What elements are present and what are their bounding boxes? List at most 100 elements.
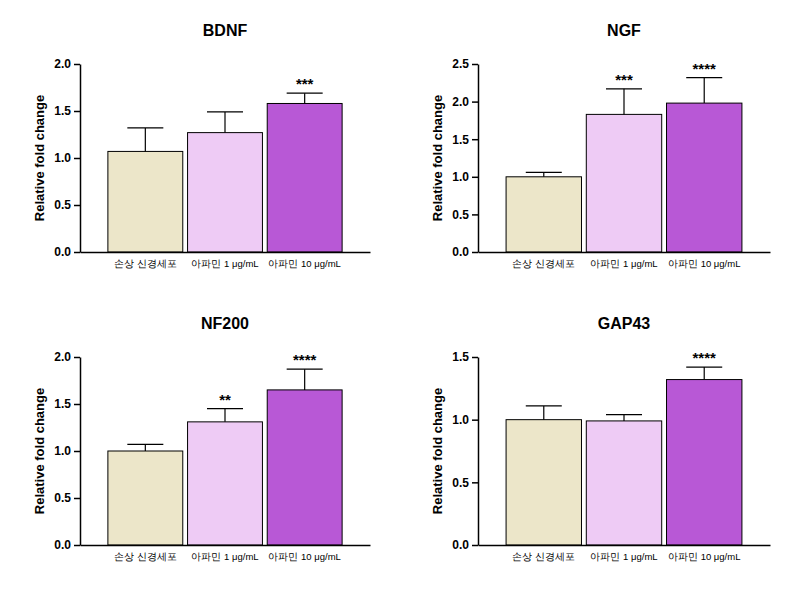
bar (188, 133, 263, 252)
error-bar (287, 93, 323, 103)
x-tick-label: 아파민 1 μg/mL (590, 551, 657, 562)
y-tick: 1.5 (452, 133, 478, 147)
y-axis-line (478, 65, 480, 253)
plot-area (108, 369, 342, 545)
error-bar (207, 409, 243, 422)
y-tick-label: 1.0 (452, 170, 469, 184)
y-axis: 0.00.51.01.52.0 (54, 350, 80, 552)
error-bar-cap (606, 414, 642, 415)
y-tick-label: 1.5 (54, 104, 71, 118)
x-axis-line (479, 252, 771, 254)
x-axis: 손상 신경세포 아파민 1 μg/mL 아파민 10 μg/mL (479, 545, 771, 562)
panel: ****0.00.51.01.5손상 신경세포아파민 1 μg/mL아파민 10… (430, 315, 771, 562)
y-axis-title: Relative fold change (430, 388, 445, 514)
y-tick-label: 1.0 (54, 151, 71, 165)
y-tick-mark (472, 357, 478, 359)
y-tick-label: 2.5 (452, 57, 469, 71)
y-tick: 2.0 (54, 57, 80, 71)
y-tick: 0.5 (54, 198, 80, 212)
y-tick: 0.5 (54, 491, 80, 505)
y-tick-label: 0.5 (452, 208, 469, 222)
y-axis: 0.00.51.01.5 (452, 350, 478, 552)
x-axis-line (479, 545, 771, 547)
x-tick: 손상 신경세포 (512, 545, 575, 562)
error-bar-stem (145, 128, 146, 152)
error-bar-stem (704, 78, 705, 104)
y-tick-label: 0.5 (54, 491, 71, 505)
bar (108, 151, 183, 252)
y-tick-mark (74, 64, 80, 66)
error-bar-stem (543, 172, 544, 177)
x-axis-line (81, 252, 371, 254)
panel: ******0.00.51.01.52.0손상 신경세포아파민 1 μg/mL아… (32, 315, 371, 562)
error-bar-stem (224, 112, 225, 133)
y-tick: 0.5 (452, 208, 478, 222)
error-bar (686, 367, 722, 380)
x-tick-label: 손상 신경세포 (512, 258, 575, 269)
significance-label: *** (296, 75, 314, 92)
y-tick-label: 1.5 (452, 350, 469, 364)
x-tick-label: 아파민 10 μg/mL (668, 551, 740, 562)
x-tick: 손상 신경세포 (114, 252, 177, 269)
error-bar (686, 78, 722, 104)
y-tick-mark (472, 139, 478, 141)
error-bar-stem (623, 89, 624, 115)
y-tick-mark (472, 64, 478, 66)
y-tick-mark (472, 419, 478, 421)
significance-label: ** (219, 391, 231, 408)
y-tick: 1.0 (452, 170, 478, 184)
chart-title: GAP43 (598, 315, 651, 332)
y-tick: 1.0 (452, 413, 478, 427)
panel: *******0.00.51.01.52.02.5손상 신경세포아파민 1 μg… (430, 22, 771, 269)
error-bar-cap (686, 77, 722, 78)
error-bar-cap (686, 366, 722, 367)
error-bar (606, 89, 642, 115)
y-tick-mark (74, 404, 80, 406)
y-tick-mark (472, 252, 478, 254)
error-bar (127, 128, 163, 152)
error-bar-cap (606, 88, 642, 89)
y-tick-mark (472, 545, 478, 547)
y-tick: 0.0 (452, 245, 478, 259)
significance-label: **** (293, 351, 317, 368)
error-bar-stem (543, 406, 544, 420)
error-bar-stem (704, 367, 705, 380)
plot-area (506, 78, 742, 252)
x-tick-label: 아파민 10 μg/mL (268, 258, 340, 269)
bar (108, 451, 183, 545)
y-tick-mark (74, 158, 80, 160)
bar (586, 114, 661, 252)
y-tick-mark (74, 451, 80, 453)
y-tick-label: 0.5 (452, 476, 469, 490)
x-tick: 손상 신경세포 (114, 545, 177, 562)
chart-title: BDNF (203, 22, 248, 39)
y-tick-mark (472, 177, 478, 179)
x-axis: 손상 신경세포 아파민 1 μg/mL 아파민 10 μg/mL (81, 252, 371, 269)
y-tick: 1.0 (54, 151, 80, 165)
error-bar-stem (145, 444, 146, 451)
bar (667, 103, 742, 252)
bar (506, 420, 581, 545)
bar (586, 421, 661, 545)
x-tick: 아파민 1 μg/mL (590, 545, 657, 562)
x-axis: 손상 신경세포아파민 1 μg/mL아파민 10 μg/mL (81, 545, 371, 562)
panel: *** 0.0 0.5 1.0 1.5 2.0 손상 신경세포 아파민 1 μg/mL 아파민 … (32, 22, 371, 269)
x-tick: 아파민 1 μg/mL (590, 252, 657, 269)
x-tick: 아파민 1 μg/mL (191, 252, 258, 269)
y-axis-line (478, 358, 480, 546)
plot-area (506, 367, 742, 545)
y-tick-label: 1.0 (452, 413, 469, 427)
error-bar (207, 112, 243, 133)
figure: ***0.00.51.01.52.0손상 신경세포아파민 1 μg/mL아파민 … (0, 0, 800, 600)
y-tick: 0.5 (452, 476, 478, 490)
y-axis: 0.0 0.5 1.0 1.5 2.0 (54, 57, 80, 259)
y-tick-label: 0.0 (54, 245, 71, 259)
bar (188, 422, 263, 545)
x-axis-line (81, 545, 371, 547)
y-tick-mark (472, 482, 478, 484)
error-bar-cap (127, 127, 163, 128)
bar (267, 103, 342, 252)
x-tick: 아파민 10 μg/mL (268, 252, 340, 269)
y-tick-label: 1.5 (452, 133, 469, 147)
y-axis: 0.00.51.01.52.02.5 (452, 57, 478, 259)
